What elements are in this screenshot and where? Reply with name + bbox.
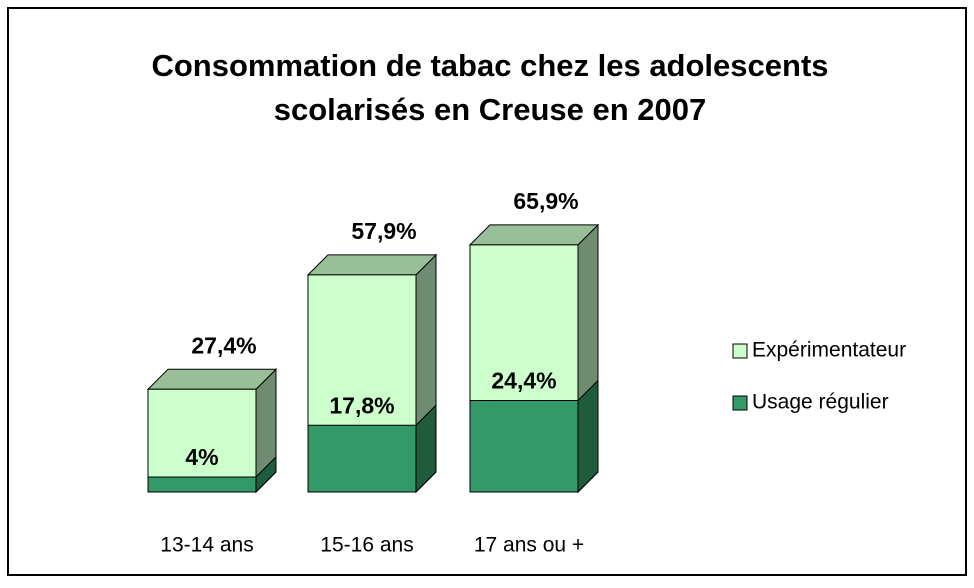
legend-label: Expérimentateur xyxy=(752,339,906,362)
bar-top xyxy=(468,224,600,246)
data-label: 24,4% xyxy=(491,368,556,394)
legend-swatch xyxy=(732,343,748,359)
bar-side xyxy=(577,379,599,494)
data-label: 27,4% xyxy=(191,332,256,358)
legend-swatch xyxy=(732,395,748,411)
bar xyxy=(469,400,579,493)
bar xyxy=(147,476,257,493)
chart-title: Consommation de tabac chez les adolescen… xyxy=(151,48,828,83)
legend-label: Usage régulier xyxy=(752,391,889,414)
x-tick-label: 17 ans ou + xyxy=(474,534,584,557)
x-tick-label: 13-14 ans xyxy=(160,534,253,557)
data-label: 4% xyxy=(185,444,218,470)
chart-title: scolarisés en Creuse en 2007 xyxy=(274,92,707,127)
data-label: 57,9% xyxy=(351,218,416,244)
bar-top xyxy=(146,368,278,390)
data-label: 65,9% xyxy=(513,188,578,214)
x-tick-label: 15-16 ans xyxy=(320,534,413,557)
bar-top xyxy=(306,254,438,276)
data-label: 17,8% xyxy=(329,392,394,418)
bar xyxy=(307,424,417,493)
